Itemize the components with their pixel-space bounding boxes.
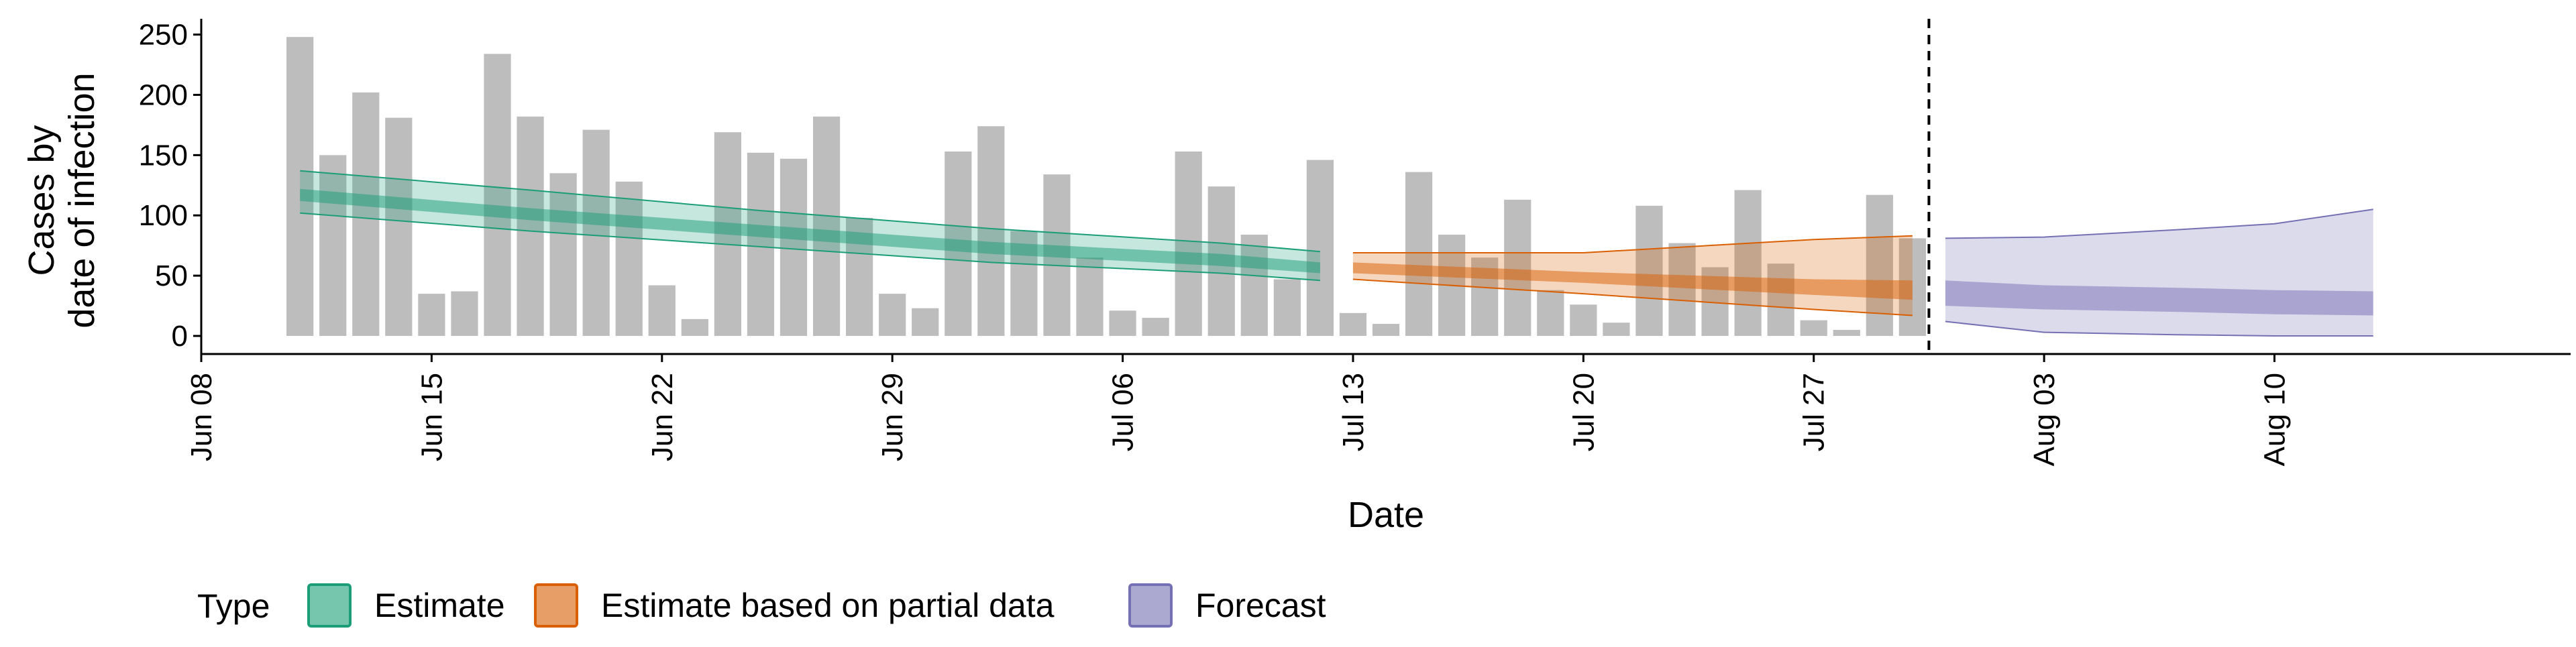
- outer-lower-line-forecast: [1945, 320, 2373, 337]
- bar: [451, 291, 478, 337]
- x-tick-label: Jun 15: [415, 373, 448, 461]
- bar: [1603, 322, 1630, 337]
- outer-upper-line-estimate: [300, 170, 1320, 253]
- bar: [780, 158, 808, 337]
- bar: [1734, 190, 1762, 337]
- bar: [1405, 172, 1433, 337]
- bar: [1175, 151, 1202, 337]
- bar: [549, 173, 577, 337]
- x-tick-label: Aug 10: [2259, 373, 2292, 466]
- bar: [352, 92, 380, 337]
- bar: [681, 318, 708, 337]
- bar: [484, 54, 511, 337]
- bar: [912, 308, 939, 337]
- bands-layer: [300, 170, 2373, 337]
- x-tick-label: Jun 29: [876, 373, 909, 461]
- bar: [1240, 235, 1268, 337]
- y-tick-label: 50: [155, 259, 188, 292]
- bar: [1833, 330, 1860, 337]
- outer-lower-line-estimate-based-on-partial-data: [1352, 278, 1913, 316]
- bar: [1109, 310, 1136, 337]
- inner-band-forecast: [1945, 280, 2373, 316]
- bar: [582, 129, 610, 337]
- outer-band-forecast: [1945, 209, 2373, 336]
- legend-title: Type: [197, 587, 270, 625]
- bar: [418, 294, 445, 337]
- legend: Type Estimate Estimate based on partial d…: [197, 583, 1326, 628]
- bar: [879, 294, 906, 337]
- y-tick-label: 100: [139, 199, 188, 232]
- bar: [1142, 318, 1169, 337]
- bar: [1668, 243, 1696, 337]
- bars-layer: [286, 37, 1927, 337]
- bar: [615, 181, 643, 337]
- y-tick-label: 250: [139, 19, 188, 52]
- legend-label-estimate: Estimate: [374, 587, 505, 624]
- x-axis-title: Date: [1348, 495, 1424, 535]
- x-tick-label: Jul 20: [1567, 373, 1600, 451]
- x-tick-label: Aug 03: [2028, 373, 2061, 466]
- x-tick-label: Jul 13: [1337, 373, 1370, 451]
- inner-band-estimate-based-on-partial-data: [1352, 262, 1913, 300]
- outer-lower-line-estimate: [300, 212, 1320, 282]
- axes-layer: 0 50 100 150 200 250 Jun 08 Jun 15 Jun 22 Jun 29 J…: [139, 19, 2571, 466]
- bar: [1076, 257, 1104, 337]
- bar: [648, 285, 676, 337]
- bar: [747, 152, 775, 337]
- y-tick-label: 0: [172, 320, 188, 353]
- bar: [517, 116, 544, 337]
- inner-band-estimate: [300, 188, 1320, 274]
- x-tick-label: Jun 22: [646, 373, 679, 461]
- bar: [812, 116, 841, 337]
- legend-label-forecast: Forecast: [1195, 587, 1326, 624]
- x-tick-label: Jul 06: [1107, 373, 1140, 451]
- legend-key-estimate-based-on-partial-data: [534, 583, 578, 628]
- x-tick-label: Jun 08: [185, 373, 218, 461]
- y-tick-label: 150: [139, 139, 188, 172]
- legend-key-forecast: [1128, 583, 1173, 628]
- bar: [1537, 290, 1564, 337]
- y-axis-title-line-2: date of infection: [62, 72, 102, 328]
- bar: [1635, 205, 1663, 337]
- bar: [286, 37, 314, 337]
- x-tick-label: Jul 27: [1798, 373, 1831, 451]
- bar: [1339, 312, 1367, 337]
- y-axis-title-line-1: Cases by: [21, 125, 62, 276]
- bar: [1570, 304, 1597, 337]
- bar: [1273, 279, 1301, 337]
- bar: [1372, 324, 1400, 337]
- legend-key-estimate: [307, 583, 352, 628]
- outer-upper-line-forecast: [1945, 209, 2373, 239]
- y-tick-label: 200: [139, 78, 188, 111]
- bar: [385, 117, 413, 337]
- bar: [1767, 263, 1794, 337]
- bar: [977, 126, 1005, 337]
- bar: [1800, 320, 1827, 337]
- outer-upper-line-estimate-based-on-partial-data: [1352, 235, 1913, 253]
- legend-label-estimate-based-on-partial-data: Estimate based on partial data: [601, 587, 1055, 624]
- bar: [1306, 160, 1334, 337]
- bar: [1504, 199, 1532, 337]
- bar: [319, 155, 347, 337]
